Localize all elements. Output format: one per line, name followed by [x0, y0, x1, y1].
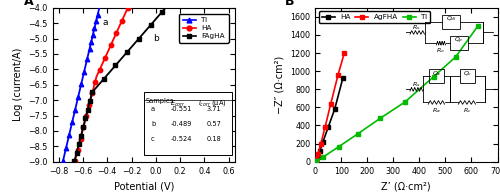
HA [314, 156, 320, 158]
HA [332, 108, 338, 110]
Line: HA: HA [313, 75, 346, 164]
Line: AgFHA: AgFHA [313, 51, 346, 164]
Text: 0.57: 0.57 [207, 121, 222, 127]
Text: $Q_a$: $Q_a$ [432, 69, 441, 78]
Ti [475, 25, 481, 27]
Ti [378, 117, 384, 119]
AgFHA [315, 152, 321, 155]
Text: Samples: Samples [146, 98, 174, 104]
Text: c: c [215, 36, 220, 45]
Text: $E_{corr}$: $E_{corr}$ [170, 98, 186, 109]
X-axis label: Z’ (Ω·cm²): Z’ (Ω·cm²) [382, 181, 431, 191]
Ti [402, 101, 408, 103]
Ti [320, 156, 326, 158]
HA [317, 150, 323, 152]
AgFHA [342, 52, 347, 54]
AgFHA [312, 160, 318, 162]
FancyBboxPatch shape [144, 92, 233, 155]
AgFHA [318, 142, 324, 145]
Text: 3.71: 3.71 [207, 106, 222, 112]
Text: $Q_{dl}$: $Q_{dl}$ [446, 14, 456, 23]
Text: 0.18: 0.18 [207, 136, 222, 142]
HA [314, 159, 320, 161]
Line: Ti: Ti [313, 24, 480, 164]
Text: b: b [154, 34, 159, 43]
AgFHA [335, 74, 341, 76]
Text: A: A [24, 0, 34, 8]
Ti [312, 160, 318, 162]
Text: -0.551: -0.551 [170, 106, 192, 112]
HA [312, 160, 318, 162]
Text: -0.524: -0.524 [170, 136, 192, 142]
HA [320, 141, 326, 143]
Text: $R_s$: $R_s$ [412, 23, 420, 32]
Text: b: b [151, 121, 155, 127]
X-axis label: Potential (V): Potential (V) [114, 181, 174, 191]
Text: $R_s$: $R_s$ [412, 80, 420, 89]
Ti [336, 146, 342, 148]
Text: -0.489: -0.489 [170, 121, 192, 127]
Y-axis label: Log (current/A): Log (current/A) [12, 48, 22, 122]
Text: $Q_c$: $Q_c$ [463, 69, 472, 78]
Ti [355, 132, 361, 135]
Text: $i_{corr}$ (μA): $i_{corr}$ (μA) [198, 98, 227, 108]
HA [325, 126, 331, 129]
Ti [430, 75, 436, 78]
HA [340, 76, 346, 79]
Text: $R_c$: $R_c$ [463, 106, 472, 115]
Text: a: a [103, 18, 108, 27]
Text: $Q_p$: $Q_p$ [454, 35, 464, 46]
Y-axis label: −Z″ (Ω·cm²): −Z″ (Ω·cm²) [274, 56, 284, 114]
AgFHA [322, 126, 328, 129]
Text: a: a [151, 106, 155, 112]
Text: c: c [151, 136, 154, 142]
Text: $R_o$: $R_o$ [436, 46, 444, 55]
AgFHA [314, 158, 320, 160]
Text: $R_a$: $R_a$ [432, 106, 441, 115]
AgFHA [328, 103, 334, 105]
Ti [453, 55, 459, 58]
Legend: Ti, HA, FAgHA: Ti, HA, FAgHA [179, 14, 228, 43]
Legend: HA, AgFHA, Ti: HA, AgFHA, Ti [318, 11, 430, 23]
Text: B: B [285, 0, 294, 8]
